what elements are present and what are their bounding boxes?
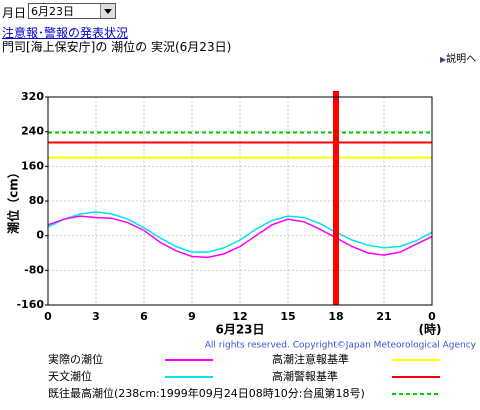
x-tick-label: 21: [376, 310, 391, 323]
arrow-icon: ▶: [440, 55, 447, 64]
series-line: [47, 215, 433, 259]
warning-link[interactable]: 注意報･警報の発表状況: [2, 26, 129, 40]
x-tick-label: 12: [232, 310, 247, 323]
date-select-value: 6月23日: [31, 5, 74, 18]
x-tick-label: 0: [44, 310, 52, 323]
help-link[interactable]: ▶説明へ: [440, 50, 476, 65]
subtitle: 門司[海上保安庁]の 潮位の 実況(6月23日): [2, 40, 232, 54]
x-tick-label: 15: [280, 310, 295, 323]
help-text: 説明へ: [446, 54, 477, 65]
plot-border: [47, 96, 433, 306]
y-axis-label: 潮位（cm）: [6, 166, 21, 234]
x-tick-label: 0: [428, 310, 436, 323]
y-tick-label: -80: [24, 263, 44, 276]
x-tick-label: 9: [188, 310, 196, 323]
date-select[interactable]: 6月23日: [28, 3, 116, 19]
x-axis-label: 6月23日: [215, 323, 264, 337]
legend-label: 既往最高潮位(238cm:1999年09月24日08時10分:台風第18号): [48, 386, 365, 400]
legend-label: 高潮警報基準: [272, 369, 338, 383]
legend-label: 高潮注意報基準: [272, 352, 349, 366]
x-tick-label: 18: [328, 310, 343, 323]
legend-label: 天文潮位: [48, 369, 92, 383]
y-tick-label: -160: [16, 298, 44, 311]
y-tick-label: 160: [21, 159, 44, 172]
x-tick-label: 3: [92, 310, 100, 323]
header: 月日 6月23日 注意報･警報の発表状況 門司[海上保安庁]の 潮位の 実況(6…: [0, 0, 480, 90]
series-line: [47, 211, 433, 253]
dropdown-button[interactable]: [100, 4, 115, 18]
y-tick-label: 320: [21, 90, 44, 103]
x-tick-label: 6: [140, 310, 148, 323]
date-label: 月日: [2, 6, 27, 20]
y-tick-label: 0: [36, 229, 44, 242]
y-tick-label: 240: [21, 125, 44, 138]
credit: All rights reserved. Copyright©Japan Met…: [205, 341, 477, 351]
y-tick-label: 80: [29, 194, 45, 207]
legend-label: 実際の潮位: [48, 352, 103, 366]
x-unit: (時): [419, 322, 442, 337]
